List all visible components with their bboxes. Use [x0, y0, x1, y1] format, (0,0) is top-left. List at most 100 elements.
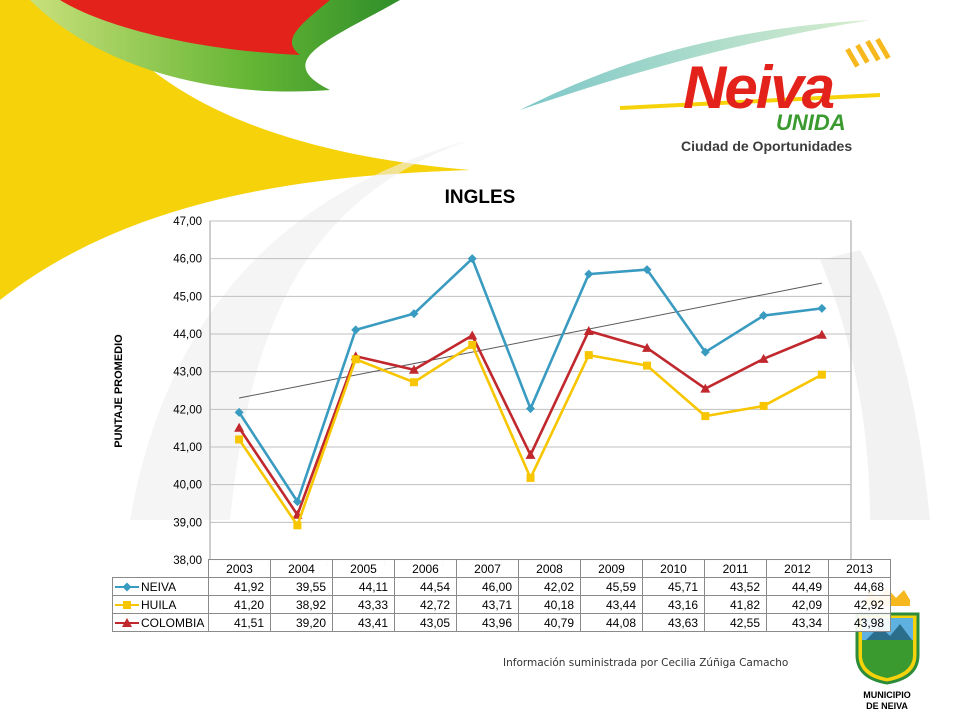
- legend-marker-colombia: [122, 618, 132, 628]
- gridlines: [210, 220, 851, 566]
- colombia-point: [816, 329, 827, 339]
- huila-point: [409, 378, 418, 387]
- table-row-huila: HUILA 41,20 38,92 43,33 42,72 43,71 40,18 43,44…: [112, 595, 891, 614]
- table-cell: 43,34: [766, 613, 829, 632]
- legend-entry-colombia: COLOMBIA: [112, 613, 209, 632]
- neiva-point: [642, 265, 652, 275]
- series-huila: [235, 340, 826, 530]
- table-cell: 43,71: [456, 595, 519, 614]
- table-cell: 39,20: [270, 613, 333, 632]
- y-tick-label: 44,00: [173, 329, 202, 341]
- plot-area: [209, 220, 852, 561]
- y-tick-label: 40,00: [173, 480, 202, 492]
- huila-point: [235, 435, 244, 444]
- table-cell: 40,18: [518, 595, 581, 614]
- table-cell: 43,33: [332, 595, 395, 614]
- table-cell: 43,52: [704, 577, 767, 596]
- colombia-line: [238, 329, 823, 517]
- year-header: 2008: [518, 559, 581, 578]
- y-axis-ticks: 38,00 39,00 40,00 41,00 42,00 43,00 44,00 45,00…: [173, 216, 202, 567]
- legend-marker-neiva: [122, 582, 132, 592]
- table-cell: 41,20: [208, 595, 271, 614]
- y-axis-label: PUNTAJE PROMEDIO: [113, 334, 125, 448]
- year-header: 2012: [766, 559, 829, 578]
- table-cell: 40,79: [518, 613, 581, 632]
- table-cell: 46,00: [456, 577, 519, 596]
- table-cell: 41,82: [704, 595, 767, 614]
- table-cell: 43,63: [642, 613, 705, 632]
- legend-key-colombia: [115, 618, 139, 628]
- neiva-unida-logo: Neiva UNIDA Ciudad de Oportunidades: [619, 37, 891, 154]
- neiva-line: [238, 257, 823, 503]
- table-corner: [113, 560, 209, 578]
- colombia-point: [467, 330, 478, 340]
- chart: INGLES 38,00 39,00 40,00 41,00 42,00 43,00 44,…: [113, 187, 852, 567]
- table-cell: 43,41: [332, 613, 395, 632]
- neiva-point: [351, 325, 361, 335]
- y-tick-label: 39,00: [173, 517, 202, 529]
- huila-point: [293, 521, 302, 530]
- table-cell: 43,05: [394, 613, 457, 632]
- table-cell: 38,92: [270, 595, 333, 614]
- series-neiva: [234, 254, 827, 507]
- huila-point: [351, 355, 360, 364]
- trendline: [239, 282, 822, 399]
- y-tick-label: 47,00: [173, 216, 202, 228]
- y-tick-label: 46,00: [173, 254, 202, 266]
- crest-caption-line2: DE NEIVA: [866, 701, 908, 711]
- series-colombia: [234, 325, 827, 519]
- logo-word: Neiva: [683, 54, 834, 121]
- y-tick-label: 43,00: [173, 367, 202, 379]
- huila-point: [759, 401, 768, 410]
- table-cell: 44,49: [766, 577, 829, 596]
- huila-point: [701, 412, 710, 421]
- legend-label: COLOMBIA: [141, 615, 205, 630]
- table-cell: 39,55: [270, 577, 333, 596]
- table-cell: 43,44: [580, 595, 643, 614]
- logo-sub: UNIDA: [776, 110, 846, 135]
- colombia-point: [525, 449, 536, 459]
- table-cell: 43,16: [642, 595, 705, 614]
- neiva-point: [584, 269, 594, 279]
- year-header-row: 2003 2004 2005 2006 2007 2008 2009 2010 2011 2012…: [113, 559, 891, 578]
- table-cell: 41,51: [208, 613, 271, 632]
- colombia-point: [408, 364, 419, 374]
- colombia-point: [758, 353, 769, 363]
- y-tick-label: 41,00: [173, 442, 202, 454]
- y-tick-label: 38,00: [173, 555, 202, 567]
- year-header: 2007: [456, 559, 519, 578]
- neiva-point: [234, 407, 244, 417]
- colombia-point: [700, 383, 711, 393]
- huila-point: [526, 473, 535, 482]
- year-header: 2003: [208, 559, 271, 578]
- neiva-point: [817, 303, 827, 313]
- table-cell: 43,96: [456, 613, 519, 632]
- year-header: 2013: [828, 559, 891, 578]
- table-cell: 42,72: [394, 595, 457, 614]
- y-tick-label: 45,00: [173, 291, 202, 303]
- year-header: 2009: [580, 559, 643, 578]
- table-cell: 44,11: [332, 577, 395, 596]
- neiva-trendline: [239, 282, 822, 399]
- huila-point: [643, 361, 652, 370]
- table-cell: 43,98: [828, 613, 891, 632]
- background-decoration: [0, 0, 930, 520]
- legend-entry-huila: HUILA: [112, 595, 209, 614]
- legend-label: NEIVA: [141, 579, 177, 594]
- table-cell: 42,09: [766, 595, 829, 614]
- huila-point: [584, 351, 593, 360]
- year-header: 2010: [642, 559, 705, 578]
- colombia-point: [642, 342, 653, 352]
- neiva-point: [409, 309, 419, 319]
- colombia-point: [234, 422, 245, 432]
- year-header: 2004: [270, 559, 333, 578]
- year-header: 2005: [332, 559, 395, 578]
- table-cell: 42,92: [828, 595, 891, 614]
- chart-title: INGLES: [445, 187, 516, 208]
- table-cell: 44,08: [580, 613, 643, 632]
- huila-point: [817, 370, 826, 379]
- neiva-point: [292, 497, 302, 507]
- neiva-point: [467, 254, 477, 264]
- legend-marker-huila: [123, 601, 131, 610]
